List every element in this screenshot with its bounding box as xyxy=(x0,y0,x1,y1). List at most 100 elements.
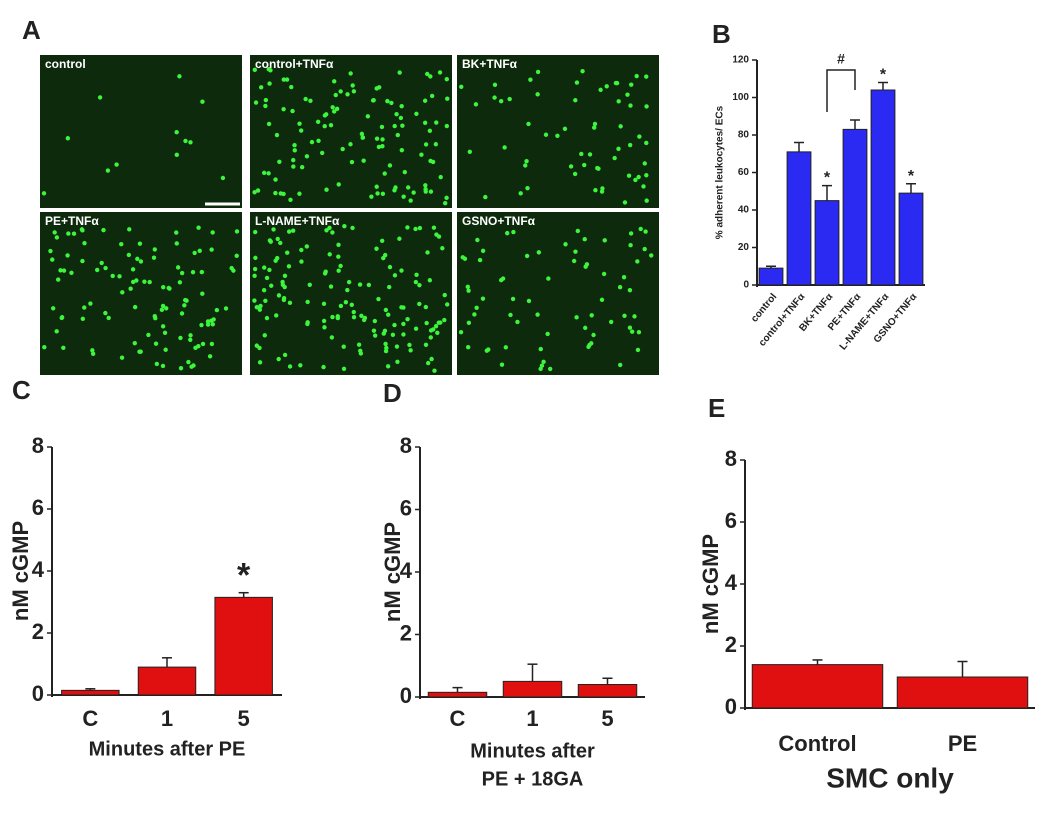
cell-dot xyxy=(164,306,169,311)
cell-dot xyxy=(114,162,119,167)
cell-dot xyxy=(644,140,649,146)
y-tick-label: 6 xyxy=(725,508,737,533)
x-tick-label: 1 xyxy=(161,706,173,731)
cell-dot xyxy=(593,188,598,193)
cell-dot xyxy=(54,329,59,334)
cell-dot xyxy=(291,164,296,169)
cell-dot xyxy=(210,322,215,327)
cell-dot xyxy=(618,124,623,129)
cell-dot xyxy=(132,340,137,346)
micrograph xyxy=(250,55,452,208)
cell-dot xyxy=(589,341,594,346)
cell-dot xyxy=(328,284,334,289)
cell-dot xyxy=(386,312,391,317)
cell-dot xyxy=(132,304,138,310)
cell-dot xyxy=(177,280,183,285)
cell-dot xyxy=(580,68,585,74)
bar xyxy=(786,151,812,286)
cell-dot xyxy=(103,310,108,316)
cell-dot xyxy=(574,80,580,85)
cell-dot xyxy=(160,363,166,369)
cell-dot xyxy=(515,319,520,325)
bar xyxy=(502,680,563,698)
bar xyxy=(842,128,868,286)
cell-dot xyxy=(582,237,587,242)
cell-dot xyxy=(573,249,578,254)
cell-dot xyxy=(422,98,428,103)
cell-dot xyxy=(151,255,157,260)
cell-dot xyxy=(162,330,168,335)
cell-dot xyxy=(252,266,258,272)
cell-dot xyxy=(579,151,584,157)
cell-dot xyxy=(234,253,239,258)
cell-dot xyxy=(401,194,406,199)
cell-dot xyxy=(234,229,240,234)
cell-dot xyxy=(568,164,574,169)
cell-dot xyxy=(350,83,355,88)
cell-dot xyxy=(371,328,377,333)
cell-dot xyxy=(284,77,290,82)
cell-dot xyxy=(276,356,281,362)
cell-dot xyxy=(437,70,443,75)
cell-dot xyxy=(299,165,305,170)
y-tick-label: 8 xyxy=(400,433,412,458)
cell-dot xyxy=(192,250,197,256)
cell-dot xyxy=(174,241,179,246)
cell-dot xyxy=(444,76,450,82)
cell-dot xyxy=(342,223,347,229)
cell-dot xyxy=(574,315,579,320)
x-axis-label: PE + 18GA xyxy=(482,768,584,790)
cell-dot xyxy=(299,247,304,253)
cell-dot xyxy=(459,84,464,89)
cell-dot xyxy=(177,74,182,79)
cell-dot xyxy=(117,274,122,279)
y-tick-label: 4 xyxy=(725,570,738,595)
cell-dot xyxy=(52,230,57,235)
cell-dot xyxy=(428,335,433,340)
cell-dot xyxy=(387,284,392,290)
cell-dot xyxy=(299,259,304,264)
cell-dot xyxy=(316,138,321,143)
cell-dot xyxy=(163,347,168,352)
cell-dot xyxy=(90,351,96,357)
cell-dot xyxy=(267,81,272,86)
cell-dot xyxy=(56,277,61,282)
cell-dot xyxy=(266,121,272,127)
cell-dot xyxy=(405,185,411,190)
cell-dot xyxy=(328,123,334,128)
cell-dot xyxy=(231,268,236,273)
cell-dot xyxy=(330,230,335,235)
cell-dot xyxy=(625,92,630,97)
cell-dot xyxy=(601,271,607,277)
cell-dot xyxy=(395,359,400,364)
cell-dot xyxy=(321,364,326,370)
cell-dot xyxy=(357,282,363,287)
micrograph xyxy=(40,212,242,375)
cell-dot xyxy=(467,149,473,154)
cell-dot xyxy=(614,80,620,86)
cell-dot xyxy=(380,191,386,196)
cell-dot xyxy=(58,268,63,273)
cell-dot xyxy=(336,182,341,187)
cell-dot xyxy=(361,158,366,163)
cell-dot xyxy=(422,120,428,125)
cell-dot xyxy=(254,304,260,310)
cell-dot xyxy=(268,68,273,73)
cell-dot xyxy=(362,315,368,321)
y-tick-label: 100 xyxy=(732,92,749,103)
cell-dot xyxy=(616,99,621,104)
cell-dot xyxy=(622,313,627,318)
cell-dot xyxy=(466,320,472,326)
cell-dot xyxy=(178,335,183,341)
cell-dot xyxy=(572,171,578,177)
cell-dot xyxy=(389,100,394,106)
y-tick-label: 4 xyxy=(400,558,413,583)
cell-dot xyxy=(351,309,356,315)
cell-dot xyxy=(253,255,258,261)
cell-dot xyxy=(336,254,341,259)
cell-dot xyxy=(616,146,621,152)
cell-dot xyxy=(298,363,303,368)
cell-dot xyxy=(54,235,60,240)
cell-dot xyxy=(182,303,187,308)
